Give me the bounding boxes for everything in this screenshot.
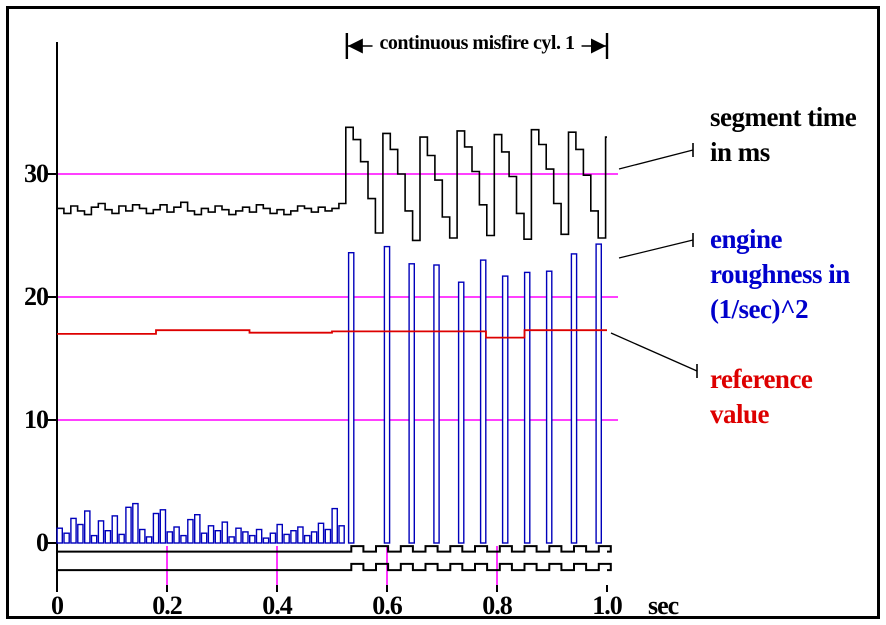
misfire-pulse-trace-1	[57, 545, 612, 553]
leader-engine-roughness	[618, 239, 694, 259]
engine-roughness-bars-bar	[570, 253, 578, 544]
engine-roughness-bars-bar	[235, 527, 242, 544]
reference-value-label-line1: reference	[710, 364, 813, 394]
engine-roughness-bars-bar	[63, 532, 70, 544]
engine-roughness-bars-bar	[457, 281, 465, 544]
engine-roughness-bars-bar	[132, 502, 139, 544]
engine-roughness-bars-bar	[324, 528, 332, 544]
y-tick-label-30: 30	[24, 159, 49, 188]
reference-value-label: reference value	[710, 362, 813, 432]
engine-roughness-bars-bar	[595, 243, 602, 544]
engine-roughness-bars-bar	[501, 275, 509, 544]
engine-roughness-bars-bar	[180, 534, 187, 544]
reference-value-label-line2: value	[710, 399, 770, 429]
engine-roughness-bars-bar	[297, 526, 304, 544]
engine-roughness-label-line3: (1/sec)^2	[710, 294, 809, 324]
engine-roughness-bars-bar	[269, 532, 277, 544]
engine-roughness-bars-bar	[228, 536, 235, 544]
engine-roughness-bars-bar	[283, 533, 290, 544]
engine-roughness-bars-bar	[248, 534, 256, 544]
engine-roughness-bars-bar	[83, 510, 91, 544]
engine-roughness-bars-bar	[221, 521, 229, 544]
engine-roughness-bars-bar	[255, 528, 263, 544]
engine-roughness-bars-bar	[118, 533, 125, 544]
x-axis-unit: sec	[648, 591, 679, 620]
engine-roughness-bars-bar	[187, 518, 194, 544]
engine-roughness-bars-bar	[290, 530, 297, 544]
engine-roughness-bars-bar	[159, 509, 167, 544]
engine-roughness-bars-bar	[97, 520, 105, 544]
y-tick-label-10: 10	[24, 405, 49, 434]
engine-roughness-bars-bar	[317, 522, 325, 544]
misfire-span-arrowhead-left	[347, 38, 363, 54]
outer-border	[6, 6, 880, 619]
engine-roughness-bars-bar	[104, 530, 112, 544]
engine-roughness-bars-bar	[193, 514, 201, 544]
engine-roughness-bars-bar	[207, 525, 215, 544]
engine-roughness-bars-bar	[70, 517, 77, 544]
engine-roughness-bars-bar	[433, 264, 440, 544]
misfire-span-arrowhead-right	[591, 38, 606, 54]
x-tick-label-0.6: 0.6	[372, 591, 402, 620]
engine-roughness-bars-bar	[125, 506, 132, 544]
engine-roughness-bars-bar	[152, 512, 160, 544]
engine-roughness-bars-bar	[77, 523, 84, 544]
engine-roughness-bars-bar	[383, 245, 391, 544]
engine-roughness-label: engine roughness in (1/sec)^2	[710, 222, 850, 327]
engine-roughness-bars-bar	[145, 536, 153, 544]
engine-roughness-bars-bar	[408, 263, 416, 544]
engine-roughness-bars-bar	[166, 531, 174, 544]
engine-roughness-label-line1: engine	[710, 224, 783, 254]
engine-roughness-bars-bar	[90, 534, 98, 544]
leader-reference-value	[610, 332, 698, 372]
engine-roughness-bars-bar	[310, 531, 318, 544]
x-tick-label-1.0: 1.0	[592, 591, 622, 620]
engine-roughness-bars-bar	[479, 259, 487, 544]
segment-time-label-line2: in ms	[710, 137, 770, 167]
engine-roughness-bars-bar	[242, 531, 249, 544]
engine-roughness-bars-bar	[331, 507, 339, 544]
engine-roughness-label-line2: roughness in	[710, 259, 850, 289]
engine-roughness-bars-bar	[338, 525, 345, 544]
x-tick-label-0: 0	[51, 591, 64, 620]
engine-roughness-bars-bar	[56, 527, 63, 544]
segment-time-label-line1: segment time	[710, 102, 857, 132]
segment-time-label: segment time in ms	[710, 100, 857, 170]
leader-segment-time	[618, 149, 694, 170]
engine-roughness-bars-bar	[303, 534, 311, 544]
y-tick-label-20: 20	[24, 282, 49, 311]
engine-roughness-bars-bar	[523, 271, 531, 544]
engine-roughness-bars-bar	[111, 515, 119, 544]
engine-roughness-bars-bar	[214, 530, 222, 544]
engine-roughness-bars-bar	[276, 523, 284, 544]
engine-roughness-bars-bar	[262, 537, 270, 544]
segment-time-line	[57, 126, 607, 242]
engine-roughness-bars-bar	[138, 528, 146, 544]
engine-roughness-bars-bar	[173, 526, 180, 544]
engine-roughness-bars-bar	[347, 251, 355, 544]
engine-roughness-bars-bar	[200, 532, 208, 544]
x-tick-label-0.2: 0.2	[152, 591, 182, 620]
misfire-annotation-text: continuous misfire cyl. 1	[372, 32, 582, 55]
x-tick-label-0.8: 0.8	[482, 591, 512, 620]
engine-roughness-bars-bar	[545, 270, 553, 544]
misfire-pulse-trace-2	[57, 562, 612, 572]
x-tick-label-0.4: 0.4	[262, 591, 292, 620]
y-tick-label-0: 0	[36, 528, 49, 557]
reference-value-line	[57, 329, 607, 339]
